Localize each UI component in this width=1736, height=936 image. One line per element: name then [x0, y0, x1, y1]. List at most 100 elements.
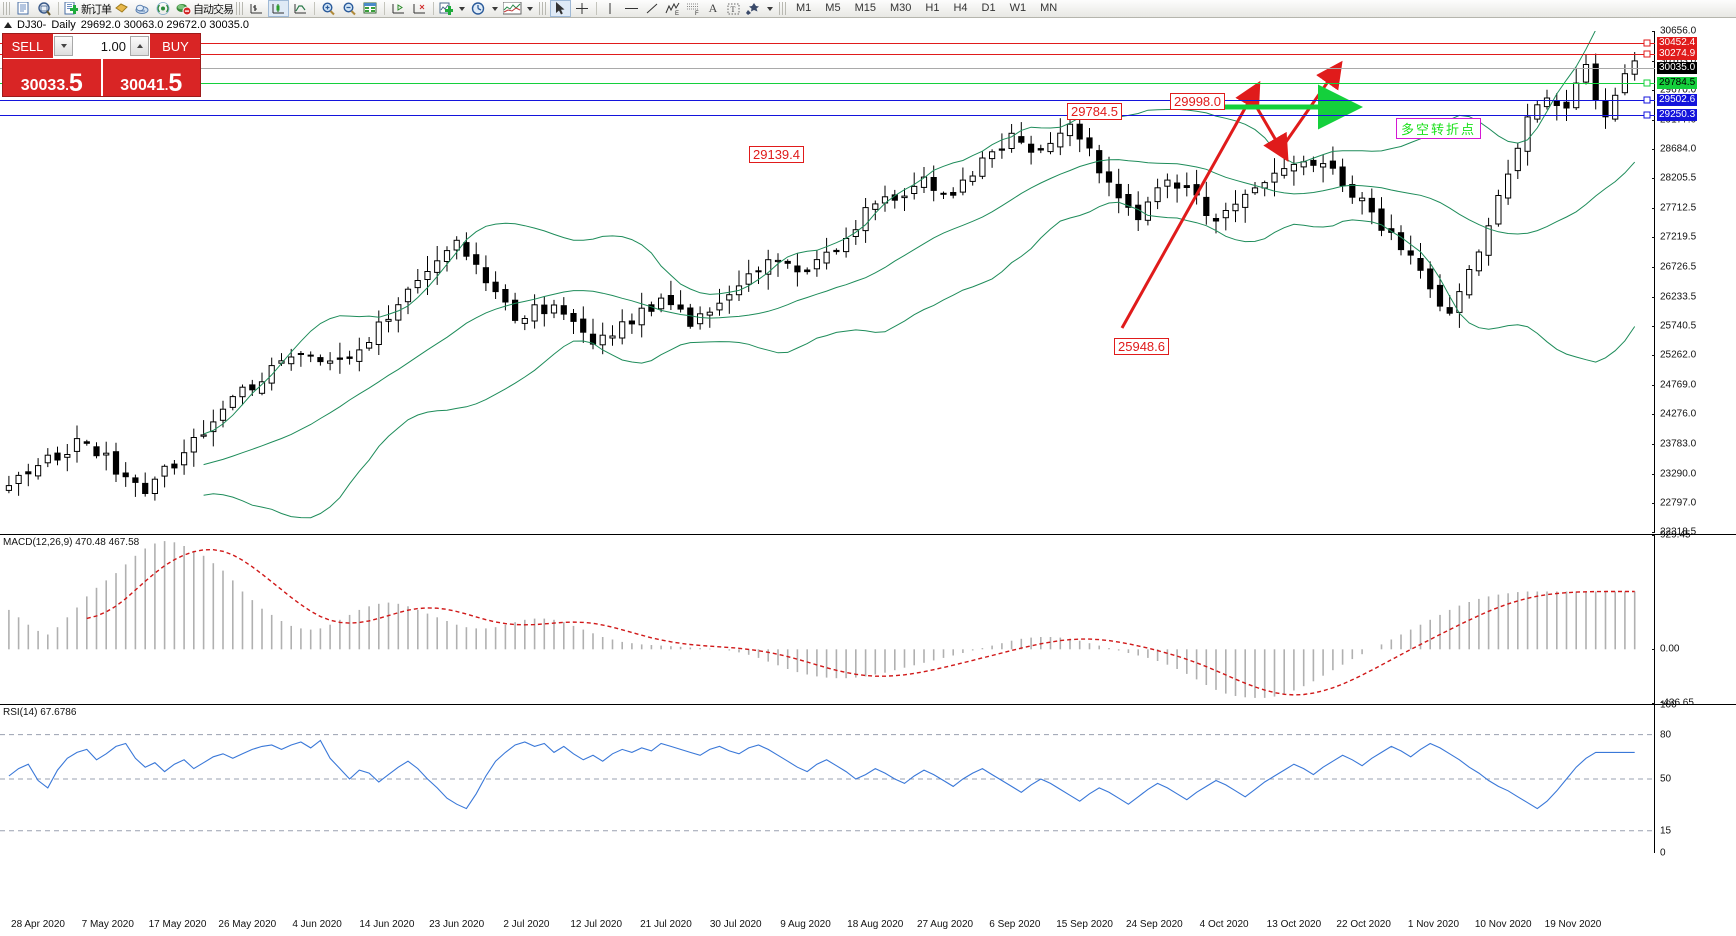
volume-stepper[interactable]: 1.00 [52, 34, 151, 58]
crosshair-icon[interactable] [573, 1, 592, 16]
price-tick-label: 27712.5 [1660, 202, 1697, 214]
period-icon[interactable] [469, 1, 488, 16]
bar-chart-icon[interactable] [247, 1, 266, 16]
indicators-icon[interactable] [438, 1, 455, 16]
date-tick-label: 26 May 2020 [218, 919, 277, 930]
price-level-line[interactable] [0, 115, 1655, 117]
indicators-dropdown-icon[interactable] [459, 6, 465, 11]
toolbar-grip-3[interactable] [539, 2, 546, 15]
date-tick-label: 24 Sep 2020 [1126, 919, 1183, 930]
price-tag: 30274.9 [1657, 47, 1698, 60]
price-level-handle[interactable] [1643, 50, 1651, 58]
text-label-icon[interactable]: T [724, 1, 742, 16]
timeframe-h4[interactable]: H4 [953, 2, 968, 14]
collapse-icon[interactable] [4, 21, 12, 28]
elliott-wave-icon[interactable]: E [664, 1, 682, 16]
horizontal-line-icon[interactable] [622, 1, 641, 16]
price-axis[interactable]: 30656.030163.029670.029177.028684.028205… [1652, 26, 1736, 538]
timeframe-m1[interactable]: M1 [796, 2, 812, 14]
price-level-line[interactable] [0, 100, 1655, 102]
terminal-icon[interactable] [14, 1, 33, 16]
expert-advisor-icon[interactable] [112, 1, 131, 16]
price-tag: 29784.5 [1657, 77, 1698, 90]
rsi-tick-label: 80 [1660, 729, 1672, 741]
rsi-pane[interactable]: RSI(14) 67.6786 100 80 50 15 0 [0, 700, 1736, 859]
vertical-line-icon[interactable] [601, 1, 620, 16]
timeframe-m15[interactable]: M15 [854, 2, 876, 14]
price-tick [1652, 90, 1655, 92]
price-level-handle[interactable] [1643, 39, 1651, 47]
date-tick-label: 19 Nov 2020 [1544, 919, 1602, 930]
macd-tick-label: 929.45 [1660, 529, 1691, 541]
chart-annotation[interactable]: 25948.6 [1114, 338, 1169, 355]
one-click-trading-panel[interactable]: SELL 1.00 BUY 30033 . 5 30041 . 5 [2, 33, 201, 97]
toolbar-grip-2[interactable] [236, 2, 243, 15]
price-tick-label: 23783.0 [1660, 438, 1697, 450]
market-watch-icon[interactable] [35, 1, 54, 16]
price-tick [1652, 355, 1655, 357]
zoom-in-icon[interactable] [319, 1, 338, 16]
last-price-line [0, 68, 1655, 70]
chart-shift-icon[interactable] [389, 1, 408, 16]
toolbar-divider-4 [433, 2, 434, 15]
line-chart-icon[interactable] [291, 1, 310, 16]
new-order-icon[interactable] [63, 1, 80, 16]
volume-up-button[interactable] [130, 36, 149, 56]
price-tick [1652, 267, 1655, 269]
fibonacci-icon[interactable]: F [684, 1, 702, 16]
sell-button[interactable]: SELL [3, 34, 52, 58]
volume-down-button[interactable] [54, 36, 73, 56]
date-tick-label: 28 Apr 2020 [11, 919, 65, 930]
toolbar-grip-4[interactable] [779, 2, 786, 15]
chart-annotation[interactable]: 29998.0 [1170, 93, 1225, 110]
svg-text:T: T [730, 5, 735, 14]
price-level-line[interactable] [0, 53, 1655, 55]
zoom-out-icon[interactable] [340, 1, 359, 16]
price-tick-label: 26233.5 [1660, 291, 1697, 303]
timeframe-w1[interactable]: W1 [1009, 2, 1027, 14]
data-window-icon[interactable] [361, 1, 380, 16]
price-tick-label: 27219.5 [1660, 231, 1697, 243]
volume-value[interactable]: 1.00 [100, 38, 126, 54]
chart-annotation[interactable]: 多空转折点 [1396, 118, 1482, 139]
macd-pane[interactable]: MACD(12,26,9) 470.48 467.58 929.45 0.00 -4… [0, 530, 1736, 709]
trendline-icon[interactable] [643, 1, 662, 16]
price-level-handle[interactable] [1643, 96, 1651, 104]
timeframe-m5[interactable]: M5 [825, 2, 841, 14]
toolbar-grip[interactable] [3, 2, 10, 15]
price-pane[interactable]: 30656.030163.029670.029177.028684.028205… [0, 26, 1736, 538]
new-order-label[interactable]: 新订单 [81, 3, 112, 16]
templates-dropdown-icon[interactable] [527, 6, 533, 11]
cloud-icon[interactable] [133, 1, 152, 16]
buy-price[interactable]: 30041 . 5 [102, 59, 200, 96]
signals-icon[interactable] [154, 1, 173, 16]
buy-button[interactable]: BUY [151, 34, 200, 58]
chart-container[interactable]: 30656.030163.029670.029177.028684.028205… [0, 26, 1736, 936]
autotrading-icon[interactable] [175, 1, 192, 16]
shapes-dropdown-icon[interactable] [767, 6, 773, 11]
timeframe-d1[interactable]: D1 [981, 2, 996, 14]
shapes-icon[interactable] [744, 1, 763, 16]
timeframe-m30[interactable]: M30 [889, 2, 912, 14]
timeframe-mn[interactable]: MN [1040, 2, 1058, 14]
cursor-icon[interactable] [550, 0, 571, 17]
text-icon[interactable]: A [708, 1, 718, 15]
chart-annotation[interactable]: 29139.4 [749, 146, 804, 163]
price-tick-label: 30656.0 [1660, 25, 1697, 37]
macd-label: MACD(12,26,9) 470.48 467.58 [3, 537, 140, 548]
sell-price[interactable]: 30033 . 5 [3, 59, 103, 96]
price-level-line[interactable] [0, 43, 1655, 45]
price-level-handle[interactable] [1643, 111, 1651, 119]
templates-icon[interactable] [502, 1, 523, 16]
timeframe-h1[interactable]: H1 [925, 2, 940, 14]
price-tick [1652, 207, 1655, 209]
autotrading-label[interactable]: 自动交易 [193, 3, 234, 16]
candlestick-chart-icon[interactable] [268, 0, 289, 17]
price-level-line[interactable] [0, 83, 1655, 85]
auto-scroll-icon[interactable] [410, 1, 429, 16]
period-dropdown-icon[interactable] [492, 6, 498, 11]
chart-annotation[interactable]: 29784.5 [1067, 103, 1122, 120]
price-level-handle[interactable] [1643, 79, 1651, 87]
price-tick-label: 24276.0 [1660, 408, 1697, 420]
date-tick-label: 27 Aug 2020 [916, 919, 974, 930]
